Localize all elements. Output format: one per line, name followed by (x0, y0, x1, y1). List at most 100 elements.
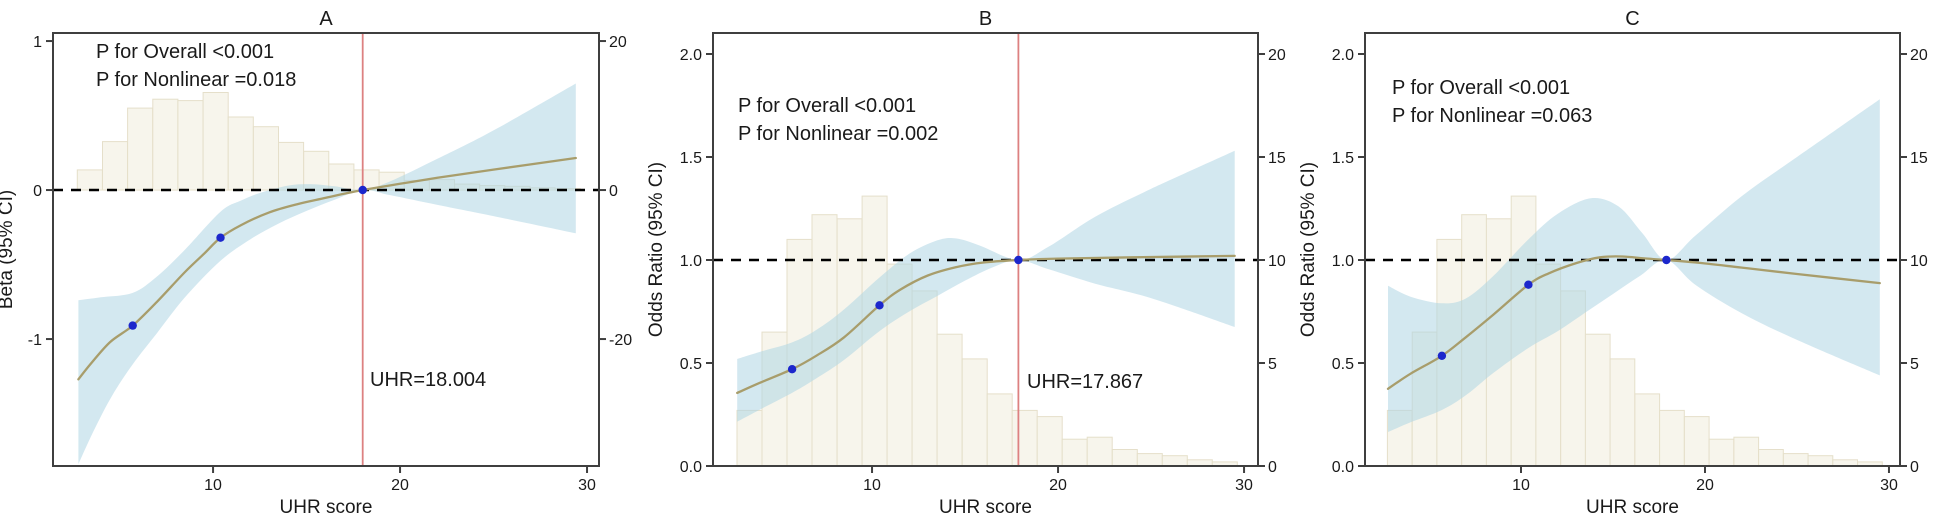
spline-curve (736, 254, 1236, 395)
histogram-bar (1011, 409, 1038, 467)
histogram-bar (1733, 436, 1760, 467)
panel-title: A (319, 8, 333, 30)
knot-dot (128, 321, 137, 330)
p-overall-text: P for Overall <0.001 (96, 41, 274, 63)
histogram-bar (152, 98, 179, 191)
y-tick-label-left: 2.0 (680, 47, 702, 64)
y-axis-label: Beta (95% CI) (0, 190, 17, 309)
x-tick-label: 10 (1512, 477, 1530, 494)
knot-dot (875, 301, 884, 310)
histogram-bar (911, 290, 938, 467)
ci-band (78, 83, 576, 465)
plot-border (52, 32, 600, 467)
histogram-bar (1807, 455, 1834, 467)
x-tick-label: 10 (863, 477, 881, 494)
x-axis-label: UHR score (1586, 497, 1679, 518)
y-tick-label-right: 20 (609, 34, 627, 51)
y-tick-label-right: 0 (609, 183, 618, 200)
y-tick-label-left: -1 (28, 332, 42, 349)
p-nonlinear-text: P for Nonlinear =0.018 (96, 69, 296, 91)
y-tick-label-left: 0 (33, 183, 42, 200)
p-nonlinear-text: P for Nonlinear =0.063 (1392, 105, 1592, 127)
histogram-bar (1634, 393, 1661, 467)
x-axis-label: UHR score (939, 497, 1032, 518)
histogram-bar (252, 126, 279, 191)
ci-band (1388, 99, 1880, 433)
y-tick-label-right: 20 (1268, 47, 1286, 64)
p-overall-text: P for Overall <0.001 (738, 95, 916, 117)
histogram-bar (328, 163, 355, 191)
histogram-bar (1061, 438, 1088, 467)
y-tick-label-right: 15 (1268, 150, 1286, 167)
spline-curve (1386, 255, 1881, 390)
p-nonlinear-text: P for Nonlinear =0.002 (738, 123, 938, 145)
histogram-bar (1036, 416, 1063, 467)
y-axis-label: Odds Ratio (95% CI) (1298, 162, 1319, 337)
y-tick-label-left: 0.0 (680, 459, 702, 476)
panel-b: UHR=17.867 10 20 30 2.0 1.5 1.0 0.5 0.0 20 15 10 5 0 B… (646, 8, 1286, 518)
ci-band (737, 150, 1235, 422)
panel-c: 10 20 30 2.0 1.5 1.0 0.5 0.0 20 15 10 5 0 C P for Over… (1298, 8, 1928, 518)
y-tick-label-left: 1.0 (1332, 253, 1354, 270)
plot-border (712, 32, 1259, 467)
y-tick-label-right: 10 (1268, 253, 1286, 270)
x-axis-label: UHR score (280, 497, 373, 518)
plot-border (1364, 32, 1901, 467)
x-tick-label: 30 (1880, 477, 1898, 494)
y-tick-label-right: 15 (1910, 150, 1928, 167)
histogram-bar (1758, 449, 1784, 467)
knot-dot (1014, 255, 1023, 265)
histogram-bar (1659, 409, 1685, 467)
x-tick-label: 10 (204, 477, 222, 494)
panel-title: C (1625, 8, 1639, 30)
y-tick-label-right: 0 (1268, 459, 1277, 476)
histogram-bar (1584, 333, 1611, 467)
x-tick-label: 20 (391, 477, 409, 494)
histogram-bar (1086, 436, 1113, 467)
knot-dot (1662, 255, 1671, 265)
histogram-bar (127, 107, 154, 191)
histogram-bar (202, 92, 229, 191)
x-tick-label: 20 (1049, 477, 1067, 494)
reference-value-label: UHR=17.867 (1027, 371, 1143, 393)
histogram-bar (227, 116, 254, 191)
y-tick-label-right: 10 (1910, 253, 1928, 270)
y-tick-label-left: 1 (33, 34, 42, 51)
y-tick-label-left: 1.0 (680, 253, 702, 270)
y-tick-label-left: 2.0 (1332, 47, 1354, 64)
knot-dot (1437, 351, 1447, 360)
x-tick-label: 30 (578, 477, 596, 494)
y-tick-label-right: 0 (1910, 459, 1919, 476)
y-tick-label-right: 5 (1268, 356, 1277, 373)
histogram-bar (1708, 438, 1735, 467)
histogram-bar (76, 169, 103, 191)
histogram-bar (1161, 455, 1188, 467)
knot-dot (216, 233, 225, 242)
y-tick-label-right: 5 (1910, 356, 1919, 373)
histogram-bar (1609, 358, 1636, 467)
histogram-bar (102, 141, 129, 191)
histogram (76, 92, 581, 191)
y-tick-label-left: 0.0 (1332, 459, 1354, 476)
histogram-bar (1111, 449, 1138, 467)
knot-dot (1524, 280, 1533, 289)
panel-title: B (979, 8, 992, 30)
histogram-bar (278, 141, 305, 191)
histogram-bar (1683, 416, 1710, 467)
histogram-bar (177, 100, 204, 191)
reference-value-label: UHR=18.004 (370, 369, 486, 391)
y-tick-label-left: 0.5 (680, 356, 702, 373)
y-tick-label-left: 0.5 (1332, 356, 1354, 373)
y-axis-label: Odds Ratio (95% CI) (646, 162, 667, 337)
histogram-bar (961, 358, 988, 467)
x-tick-label: 30 (1235, 477, 1253, 494)
y-tick-label-right: 20 (1910, 47, 1928, 64)
p-overall-text: P for Overall <0.001 (1392, 77, 1570, 99)
y-tick-label-left: 1.5 (1332, 150, 1354, 167)
x-tick-label: 20 (1696, 477, 1714, 494)
knot-dot (358, 185, 367, 195)
y-tick-label-left: 1.5 (680, 150, 702, 167)
